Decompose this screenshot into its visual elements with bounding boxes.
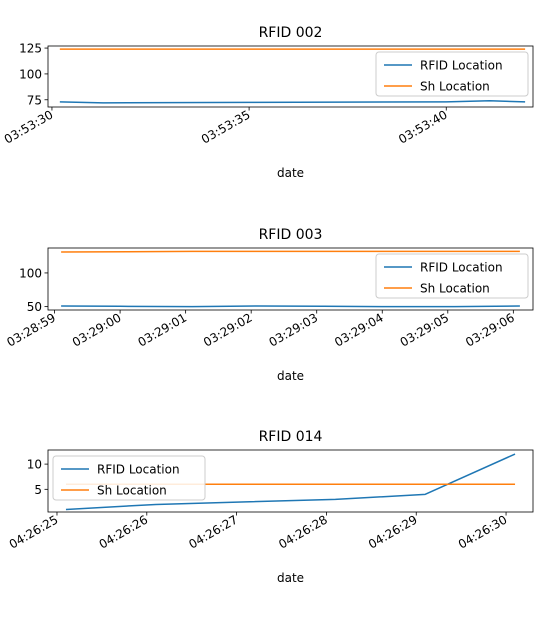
chart-3: RFID 014 5 10 04:26:25 04:26:26 04:26:27 04:26… xyxy=(7,429,534,585)
chart-title: RFID 014 xyxy=(259,429,323,445)
legend: RFID Location Sh Location xyxy=(375,253,529,299)
chart-title: RFID 002 xyxy=(259,25,323,41)
legend-label: RFID Location xyxy=(420,261,503,275)
series-line-sh-location xyxy=(61,250,520,253)
y-tick-label: 10 xyxy=(27,458,42,472)
legend-label: Sh Location xyxy=(420,282,490,296)
y-tick-label: 100 xyxy=(19,67,42,81)
x-axis-label: date xyxy=(277,571,304,585)
x-axis-label: date xyxy=(277,369,304,383)
legend-box xyxy=(52,455,206,501)
x-tick-label: 03:29:03 xyxy=(267,310,321,349)
x-tick-label: 04:26:30 xyxy=(456,512,510,551)
legend-label: RFID Location xyxy=(420,59,503,73)
axes-frame xyxy=(47,45,534,108)
legend-box xyxy=(375,253,529,299)
legend-label: Sh Location xyxy=(97,484,167,498)
y-tick-label: 50 xyxy=(27,300,42,314)
x-tick-label: 03:28:59 xyxy=(4,310,58,349)
x-tick-label: 03:53:35 xyxy=(199,107,253,146)
x-tick-label: 03:29:05 xyxy=(398,310,452,349)
x-tick-label: 03:53:40 xyxy=(396,107,450,146)
x-tick-label: 03:53:30 xyxy=(2,107,56,146)
x-tick-label: 04:26:28 xyxy=(276,512,330,551)
legend-label: RFID Location xyxy=(97,463,180,477)
y-tick-label: 75 xyxy=(27,93,42,107)
x-tick-label: 04:26:29 xyxy=(366,512,420,551)
x-tick-label: 03:29:02 xyxy=(201,310,255,349)
x-tick-label: 03:29:04 xyxy=(332,310,386,349)
x-tick-label: 03:29:00 xyxy=(70,310,124,349)
axes-frame xyxy=(47,247,534,311)
plot-area xyxy=(59,48,526,104)
x-tick-label: 04:26:27 xyxy=(186,512,240,551)
chart-1: RFID 002 75 100 125 03:53:30 03:53:35 03:53:40… xyxy=(2,25,534,180)
series-line-rfid-location xyxy=(61,305,520,308)
chart-title: RFID 003 xyxy=(259,227,323,243)
x-axis-label: date xyxy=(277,166,304,180)
y-tick-label: 125 xyxy=(19,42,42,56)
x-tick-label: 04:26:25 xyxy=(7,512,61,551)
series-line-rfid-location xyxy=(59,100,526,104)
x-tick-label: 03:29:06 xyxy=(463,310,517,349)
chart-2: RFID 003 50 100 03:28:59 03:29:00 03:29:01 03:… xyxy=(4,227,534,383)
legend: RFID Location Sh Location xyxy=(52,455,206,501)
y-tick-label: 5 xyxy=(34,483,42,497)
legend: RFID Location Sh Location xyxy=(375,51,529,97)
y-tick-label: 100 xyxy=(19,266,42,280)
legend-label: Sh Location xyxy=(420,80,490,94)
x-tick-label: 04:26:26 xyxy=(97,512,151,551)
legend-box xyxy=(375,51,529,97)
plot-area xyxy=(61,250,520,308)
x-tick-label: 03:29:01 xyxy=(135,310,189,349)
axes-frame xyxy=(47,449,534,513)
series-line-rfid-location xyxy=(65,453,516,511)
